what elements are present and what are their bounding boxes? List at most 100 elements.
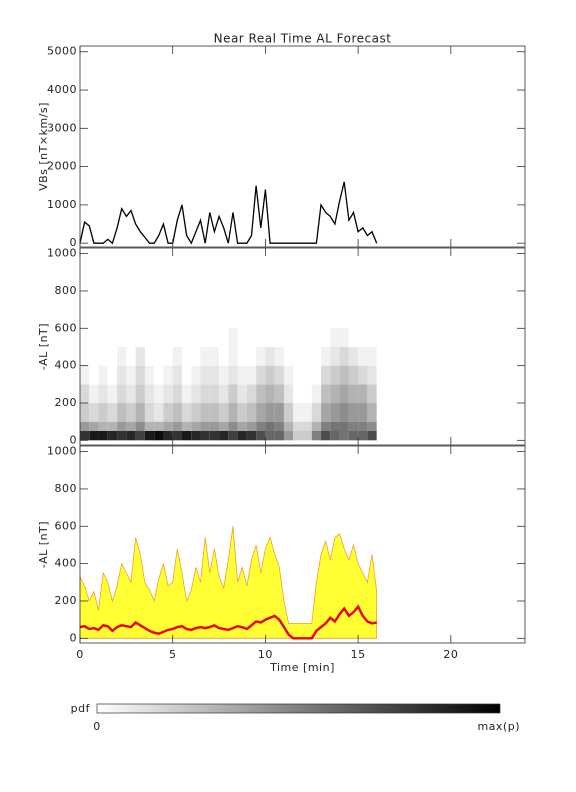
pdf-cell xyxy=(358,346,368,366)
pdf-cell xyxy=(265,421,275,431)
pdf-cell xyxy=(126,402,136,422)
pdf-cell xyxy=(283,384,294,403)
pdf-cell xyxy=(144,384,155,403)
y-tick-label: 400 xyxy=(55,359,78,372)
pdf-cell xyxy=(191,365,201,385)
pdf-cell xyxy=(339,421,349,431)
pdf-cell xyxy=(256,328,266,347)
y-tick-label: 600 xyxy=(55,321,78,334)
pdf-cell xyxy=(348,365,359,385)
pdf-cell xyxy=(246,421,257,431)
pdf-cell xyxy=(200,402,210,422)
pdf-cell xyxy=(89,402,99,422)
pdf-cell xyxy=(200,430,210,441)
pdf-cell xyxy=(311,346,322,366)
colorbar-min: 0 xyxy=(93,720,101,733)
pdf-cell xyxy=(348,402,359,422)
pdf-cell xyxy=(117,402,127,422)
pdf-cell xyxy=(274,384,284,403)
pdf-cell xyxy=(302,346,312,366)
pdf-cell xyxy=(144,430,155,441)
pdf-cell xyxy=(321,346,331,366)
pdf-cell xyxy=(163,328,173,347)
x-tick-label: 10 xyxy=(258,648,273,661)
pdf-cell xyxy=(302,365,312,385)
x-tick-label: 15 xyxy=(351,648,366,661)
x-tick-label: 5 xyxy=(169,648,177,661)
pdf-cell xyxy=(200,421,210,431)
pdf-cell xyxy=(172,328,182,347)
pdf-cell xyxy=(246,365,257,385)
pdf-cell xyxy=(135,328,145,347)
pdf-cell xyxy=(219,421,229,431)
y-axis-label: -AL [nT] xyxy=(37,323,50,370)
pdf-cell xyxy=(265,430,275,441)
pdf-cell xyxy=(107,365,118,385)
pdf-cell xyxy=(163,421,173,431)
pdf-cell xyxy=(117,430,127,441)
pdf-cell xyxy=(339,365,349,385)
pdf-cell xyxy=(126,346,136,366)
pdf-cell xyxy=(237,421,247,431)
pdf-cell xyxy=(209,346,220,366)
pdf-cell xyxy=(321,328,331,347)
pdf-cell xyxy=(311,402,322,422)
pdf-cell xyxy=(107,402,118,422)
pdf-cell xyxy=(154,346,164,366)
pdf-cell xyxy=(265,328,275,347)
pdf-cell xyxy=(144,328,155,347)
pdf-cell xyxy=(89,430,99,441)
pdf-cell xyxy=(219,328,229,347)
pdf-cell xyxy=(181,346,192,366)
pdf-cell xyxy=(191,430,201,441)
pdf-cell xyxy=(98,430,108,441)
pdf-cell xyxy=(181,402,192,422)
y-tick-label: 0 xyxy=(70,236,78,249)
colorbar-label: pdf xyxy=(71,702,91,715)
pdf-cell xyxy=(237,328,247,347)
pdf-cell xyxy=(274,421,284,431)
pdf-cell xyxy=(89,365,99,385)
pdf-cell xyxy=(80,328,90,347)
pdf-cell xyxy=(144,346,155,366)
pdf-cell xyxy=(293,402,303,422)
pdf-cell xyxy=(283,402,294,422)
pdf-cell xyxy=(98,384,108,403)
pdf-cell xyxy=(283,430,294,441)
pdf-cell xyxy=(256,384,266,403)
pdf-cell xyxy=(367,421,377,431)
pdf-cell xyxy=(330,402,340,422)
pdf-cell xyxy=(311,421,322,431)
pdf-cell xyxy=(274,365,284,385)
pdf-cell xyxy=(126,421,136,431)
pdf-cell xyxy=(228,421,238,431)
pdf-cell xyxy=(228,346,238,366)
pdf-cell xyxy=(80,365,90,385)
pdf-cell xyxy=(200,346,210,366)
pdf-cell xyxy=(89,328,99,347)
y-tick-label: 0 xyxy=(70,631,78,644)
pdf-cell xyxy=(228,365,238,385)
pdf-cell xyxy=(154,328,164,347)
pdf-cell xyxy=(256,430,266,441)
pdf-cell xyxy=(237,384,247,403)
pdf-cell xyxy=(98,421,108,431)
pdf-cell xyxy=(265,384,275,403)
pdf-cell xyxy=(283,328,294,347)
pdf-cell xyxy=(209,384,220,403)
pdf-cell xyxy=(98,346,108,366)
pdf-cell xyxy=(237,430,247,441)
pdf-cell xyxy=(117,346,127,366)
pdf-cell xyxy=(107,421,118,431)
pdf-cell xyxy=(154,402,164,422)
pdf-cell xyxy=(330,421,340,431)
pdf-cell xyxy=(283,421,294,431)
y-tick-label: 0 xyxy=(70,433,78,446)
pdf-cell xyxy=(80,421,90,431)
pdf-cell xyxy=(330,365,340,385)
pdf-cell xyxy=(163,402,173,422)
pdf-cell xyxy=(293,430,303,441)
pdf-cell xyxy=(200,328,210,347)
pdf-cell xyxy=(339,384,349,403)
pdf-cell xyxy=(228,384,238,403)
